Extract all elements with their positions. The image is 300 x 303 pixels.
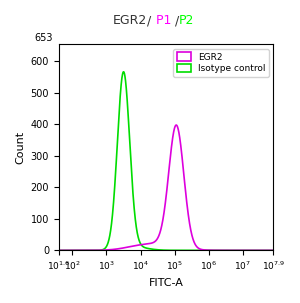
Text: 653: 653: [34, 33, 52, 43]
Legend: EGR2, Isotype control: EGR2, Isotype control: [173, 49, 269, 77]
Text: /: /: [147, 14, 152, 27]
Y-axis label: Count: Count: [15, 131, 25, 164]
Text: /: /: [171, 14, 179, 27]
Text: P1: P1: [152, 14, 171, 27]
Text: P2: P2: [179, 14, 194, 27]
X-axis label: FITC-A: FITC-A: [149, 278, 184, 288]
Text: EGR2: EGR2: [113, 14, 147, 27]
